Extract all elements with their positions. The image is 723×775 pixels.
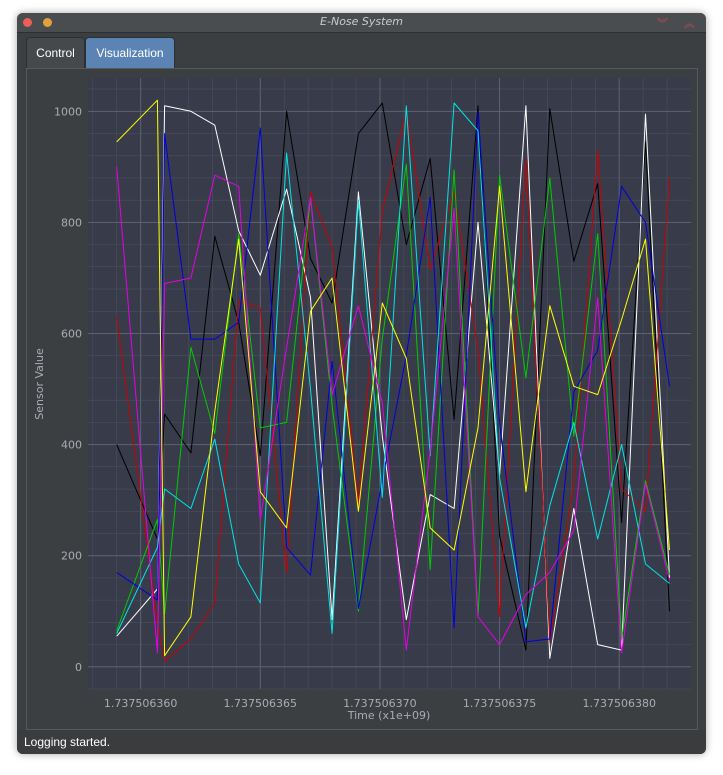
collapse-up-icon[interactable]: ︽ — [684, 17, 695, 30]
collapse-down-icon[interactable]: ︾ — [657, 17, 668, 30]
x-axis-label: Time (x1e+09) — [347, 709, 431, 722]
y-tick-label: 800 — [61, 216, 82, 229]
close-window-button[interactable] — [23, 18, 32, 27]
x-tick-label: 1.737506365 — [224, 697, 297, 710]
y-tick-label: 1000 — [54, 105, 82, 118]
tab-control[interactable]: Control — [26, 37, 85, 69]
series-line-0 — [116, 102, 670, 651]
series-line-5 — [116, 102, 670, 634]
series-line-7 — [116, 99, 670, 657]
status-text: Logging started. — [24, 735, 111, 749]
x-tick-label: 1.737506370 — [343, 697, 416, 710]
y-axis-label: Sensor Value — [33, 348, 46, 420]
sensor-chart: 1.737506360 1.737506365 1.737506370 1.73750… — [27, 69, 697, 729]
minimize-window-button[interactable] — [43, 18, 52, 27]
window-title: E-Nose System — [320, 15, 403, 28]
series-line-3 — [116, 163, 670, 640]
app-window: E-Nose System ︾ ︽ Control Visualization … — [17, 13, 706, 754]
y-tick-label: 200 — [61, 550, 82, 563]
series-line-4 — [116, 110, 670, 643]
title-bar[interactable]: E-Nose System ︾ ︽ — [17, 13, 706, 33]
series-line-6 — [116, 166, 670, 654]
visualization-panel: 1.737506360 1.737506365 1.737506370 1.73750… — [26, 68, 698, 730]
tab-visualization[interactable]: Visualization — [85, 37, 175, 69]
y-tick-label: 400 — [61, 439, 82, 452]
x-tick-label: 1.737506380 — [582, 697, 655, 710]
status-bar: Logging started. — [17, 730, 706, 754]
series-line-2 — [116, 110, 670, 662]
y-tick-label: 600 — [61, 328, 82, 341]
x-tick-label: 1.737506375 — [463, 697, 536, 710]
y-tick-label: 0 — [75, 661, 82, 674]
x-tick-label: 1.737506360 — [104, 697, 177, 710]
